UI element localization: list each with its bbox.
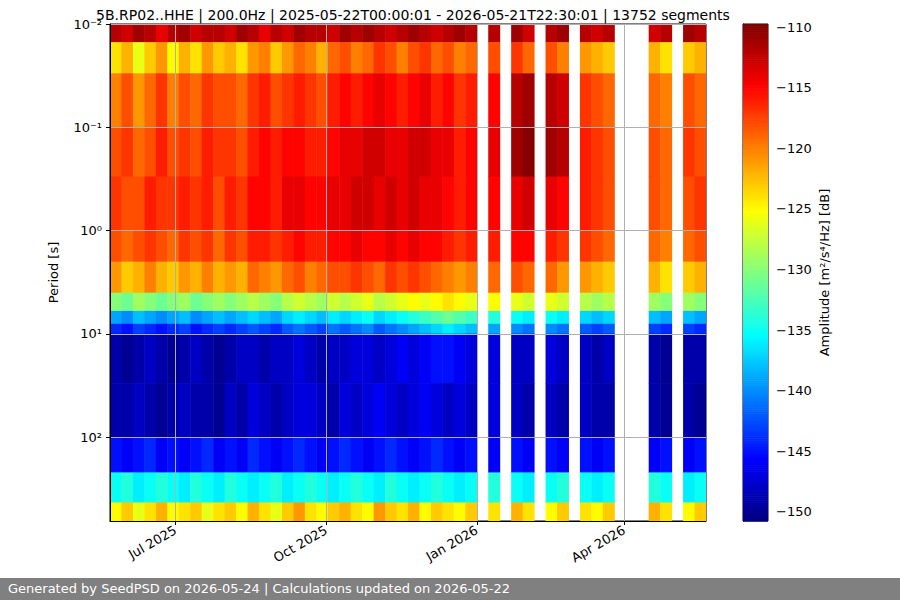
svg-text:10¹: 10¹: [80, 326, 102, 341]
svg-text:−150: −150: [776, 504, 812, 519]
svg-text:10⁻²: 10⁻²: [73, 16, 102, 32]
svg-text:−115: −115: [776, 80, 812, 95]
svg-text:Apr 2026: Apr 2026: [569, 523, 628, 566]
svg-text:Generated by SeedPSD on 2026-0: Generated by SeedPSD on 2026-05-24 | Cal…: [8, 581, 510, 596]
svg-text:5B.RP02..HHE | 200.0Hz | 2025-: 5B.RP02..HHE | 200.0Hz | 2025-05-22T00:0…: [96, 7, 730, 24]
svg-text:Period [s]: Period [s]: [46, 242, 61, 304]
svg-text:−120: −120: [776, 141, 812, 156]
svg-text:Amplitude [m²/s⁴/Hz] [dB]: Amplitude [m²/s⁴/Hz] [dB]: [817, 189, 832, 357]
svg-text:−140: −140: [776, 383, 812, 398]
svg-text:10⁻¹: 10⁻¹: [73, 120, 102, 135]
svg-text:10⁰: 10⁰: [80, 223, 102, 238]
svg-text:Jan 2026: Jan 2026: [423, 523, 481, 565]
svg-text:−125: −125: [776, 201, 812, 216]
svg-text:Jul 2025: Jul 2025: [125, 523, 179, 563]
svg-text:10²: 10²: [80, 430, 102, 445]
svg-text:Oct 2025: Oct 2025: [271, 523, 330, 566]
svg-text:−130: −130: [776, 262, 812, 277]
svg-text:−145: −145: [776, 444, 812, 459]
svg-text:−110: −110: [776, 20, 812, 35]
svg-text:−135: −135: [776, 323, 812, 338]
